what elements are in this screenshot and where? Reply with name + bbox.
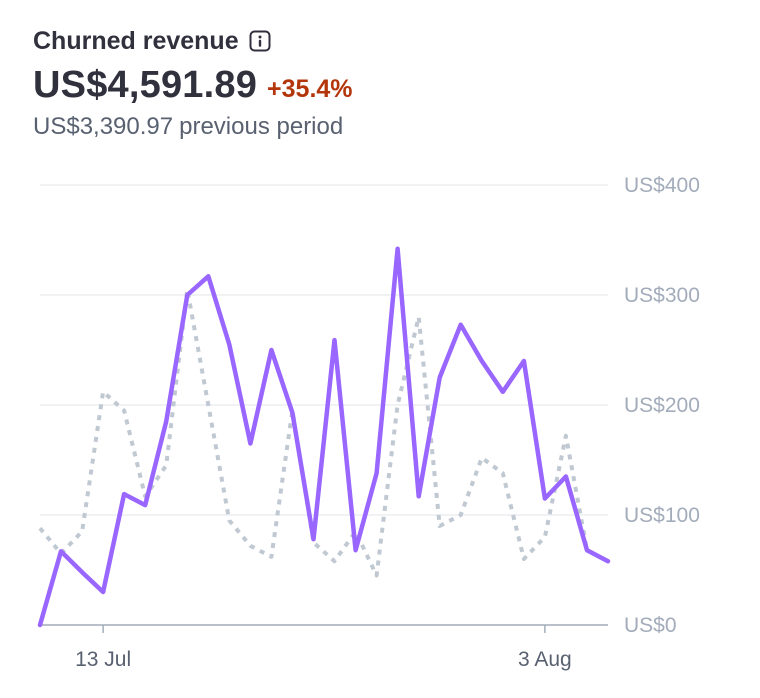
change-badge: +35.4% — [267, 75, 353, 103]
previous-label: previous period — [179, 113, 344, 140]
y-tick-label: US$400 — [624, 174, 700, 197]
title-row: Churned revenue — [33, 24, 353, 58]
metric-title: Churned revenue — [33, 26, 239, 55]
y-tick-label: US$200 — [624, 394, 700, 417]
y-tick-label: US$300 — [624, 284, 700, 307]
x-tick-label: 3 Aug — [518, 648, 572, 671]
x-tick-label: 13 Jul — [75, 648, 131, 671]
info-icon[interactable] — [247, 28, 273, 54]
y-tick-label: US$0 — [624, 614, 677, 637]
y-tick-label: US$100 — [624, 504, 700, 527]
metric-value: US$4,591.89 — [33, 64, 258, 106]
metric-header: Churned revenue US$4,591.89 +35.4% US$3,… — [33, 24, 353, 141]
previous-period: US$3,390.97 previous period — [33, 113, 353, 141]
series-line-previous — [38, 287, 609, 578]
previous-value: US$3,390.97 — [33, 113, 174, 140]
series-line-current — [37, 246, 611, 628]
value-row: US$4,591.89 +35.4% — [33, 64, 353, 107]
